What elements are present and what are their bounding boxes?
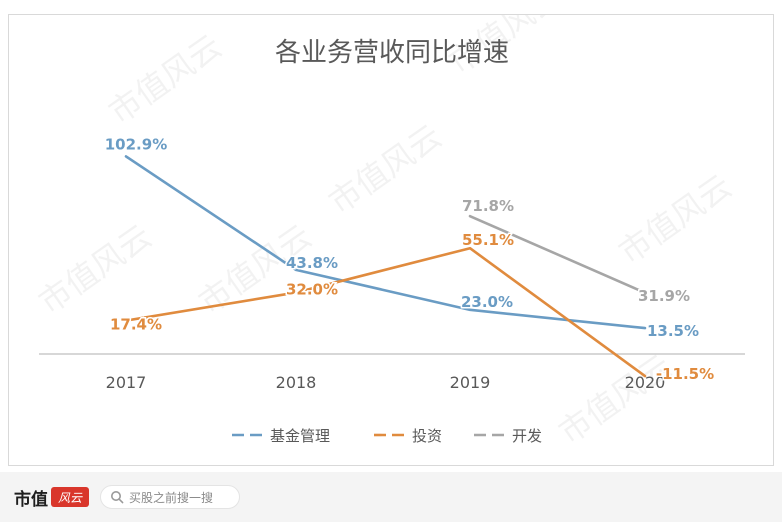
brand-badge: 风云	[51, 487, 89, 507]
data-label: 43.8%	[286, 254, 338, 272]
data-label: 32.0%	[286, 281, 338, 299]
watermark-text: 市值风云	[612, 167, 739, 272]
search-icon	[111, 491, 124, 504]
data-label: -11.5%	[656, 365, 714, 383]
data-label: 17.4%	[110, 316, 162, 334]
series-line	[124, 155, 647, 330]
watermark-text: 市值风云	[102, 27, 229, 132]
chart-title: 各业务营收同比增速	[275, 38, 509, 68]
chart-frame: 市值风云 市值风云 市值风云 市值风云 市值风云 市值风云 市值风云 各业务营收同比增速 201…	[8, 14, 774, 466]
watermark-text: 市值风云	[322, 117, 449, 222]
data-label: 55.1%	[462, 231, 514, 249]
watermark-text: 市值风云	[32, 217, 159, 322]
footer-bar: 市值 风云 买股之前搜一搜	[0, 472, 782, 522]
legend-label: 投资	[412, 427, 442, 445]
search-input[interactable]: 买股之前搜一搜	[100, 485, 240, 509]
series-line	[124, 246, 647, 378]
legend-label: 基金管理	[270, 427, 330, 445]
x-tick-label: 2017	[106, 373, 147, 392]
legend-label: 开发	[512, 427, 542, 445]
data-label: 23.0%	[461, 293, 513, 311]
x-tick-label: 2018	[276, 373, 317, 392]
data-label: 71.8%	[462, 197, 514, 215]
x-tick-label: 2020	[625, 373, 666, 392]
series-line	[468, 214, 647, 295]
brand-name: 市值	[14, 489, 48, 510]
brand-logo[interactable]: 市值 风云	[14, 486, 89, 510]
search-placeholder: 买股之前搜一搜	[129, 490, 214, 505]
data-label: 102.9%	[105, 135, 167, 153]
line-chart: 市值风云 市值风云市值风云市值风云市值风云市值风云市值风云各业务营收同比增速201…	[32, 15, 745, 452]
data-label: 31.9%	[638, 287, 690, 305]
data-label: 13.5%	[647, 322, 699, 340]
x-tick-label: 2019	[450, 373, 491, 392]
watermark-text: 市值风云	[552, 347, 679, 452]
